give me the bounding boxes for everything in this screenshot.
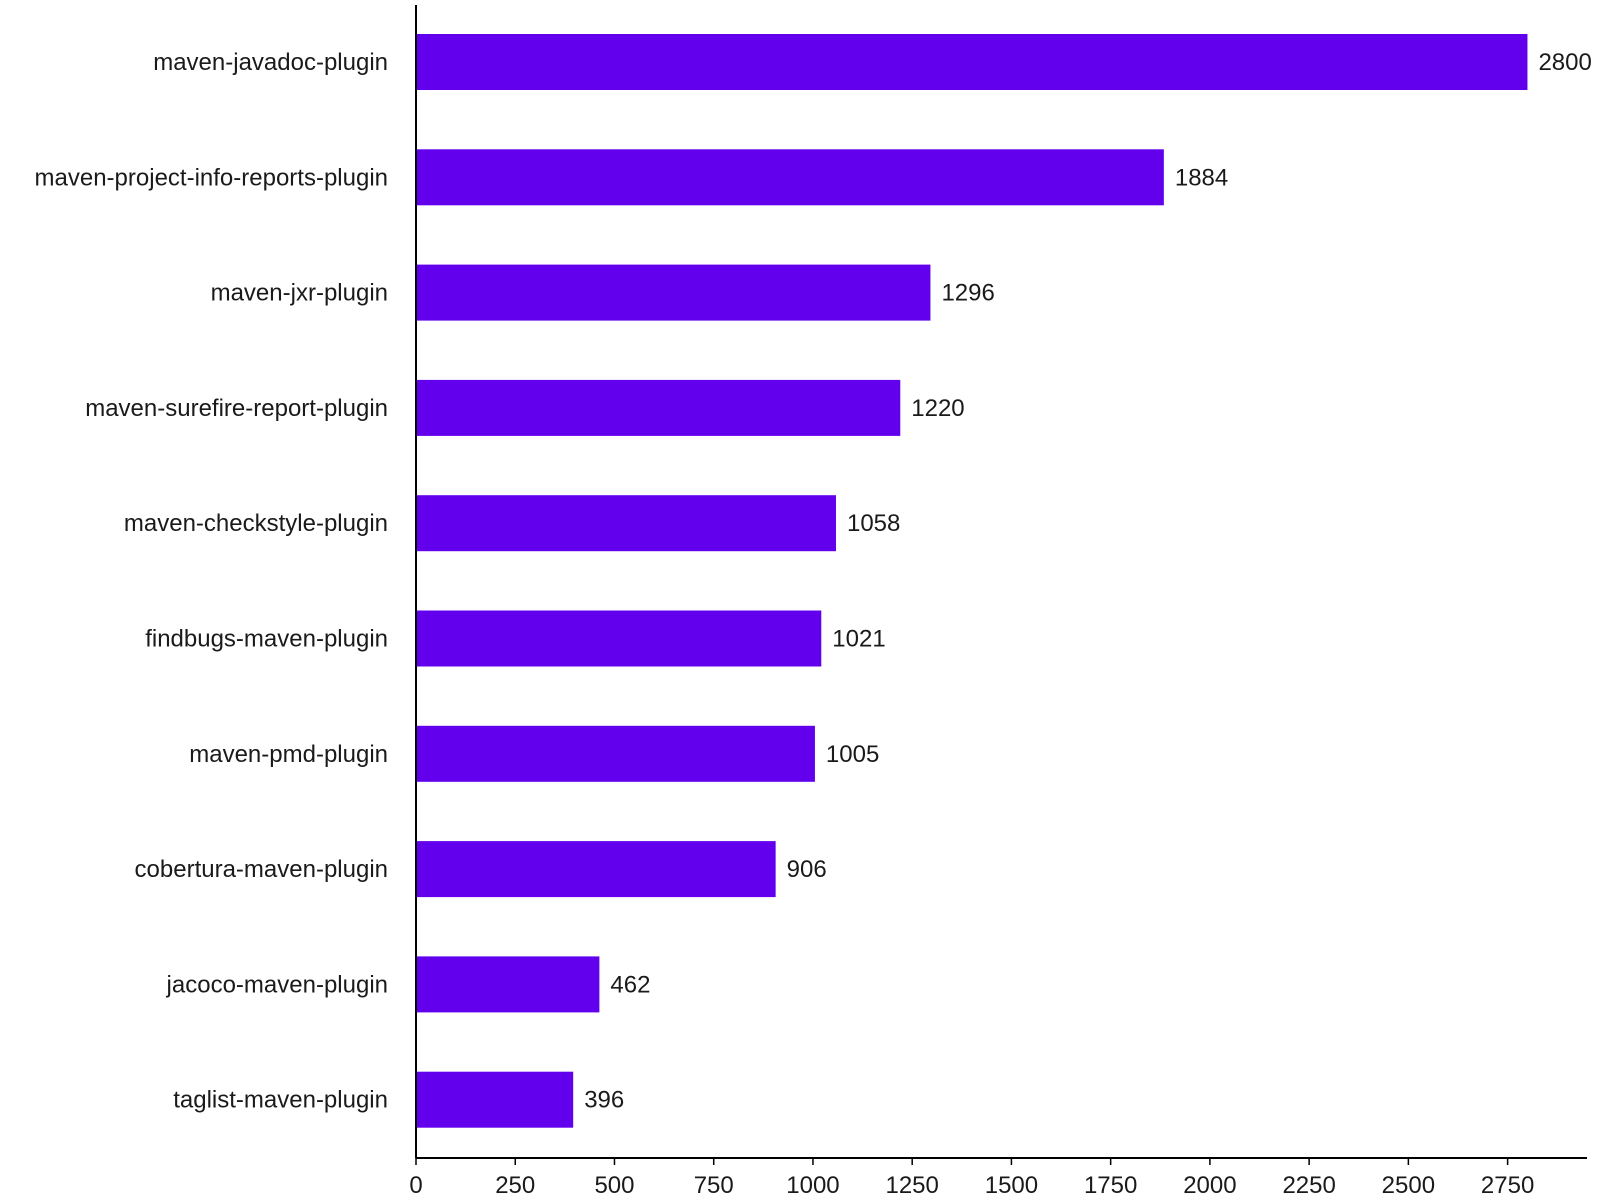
category-label: maven-project-info-reports-plugin xyxy=(35,164,388,191)
category-label: maven-checkstyle-plugin xyxy=(124,510,388,537)
x-tick-label: 1250 xyxy=(885,1172,938,1199)
x-tick-label: 2000 xyxy=(1183,1172,1236,1199)
x-tick-label: 1000 xyxy=(786,1172,839,1199)
category-label: findbugs-maven-plugin xyxy=(145,626,388,653)
bar-findbugs-maven-plugin xyxy=(416,610,822,667)
value-label: 1021 xyxy=(832,626,885,653)
value-label: 1005 xyxy=(826,741,879,768)
bar-cobertura-maven-plugin xyxy=(416,841,776,898)
bar-maven-pmd-plugin xyxy=(416,725,815,782)
category-label: cobertura-maven-plugin xyxy=(135,856,388,883)
bar-maven-jxr-plugin xyxy=(416,264,931,321)
x-axis: 0 250 500 750 1000 1250 1500 1750 2000 2250 2500 27… xyxy=(409,1157,1587,1199)
category-label: maven-jxr-plugin xyxy=(211,280,388,307)
x-tick-label: 500 xyxy=(594,1172,634,1199)
bars-layer xyxy=(416,34,1528,1128)
x-tick-label: 1750 xyxy=(1084,1172,1137,1199)
bar-maven-javadoc-plugin xyxy=(416,34,1528,90)
value-label: 396 xyxy=(584,1087,624,1114)
x-tick-label: 0 xyxy=(409,1172,422,1199)
category-label: maven-surefire-report-plugin xyxy=(85,395,388,422)
x-tick-label: 750 xyxy=(694,1172,734,1199)
value-label: 462 xyxy=(610,971,650,998)
x-tick-label: 2750 xyxy=(1481,1172,1534,1199)
bar-maven-checkstyle-plugin xyxy=(416,495,836,552)
bar-jacoco-maven-plugin xyxy=(416,956,600,1013)
value-label: 2800 xyxy=(1538,49,1591,76)
value-label: 906 xyxy=(787,856,827,883)
bar-maven-surefire-report-plugin xyxy=(416,379,901,436)
bar-maven-project-info-reports-plugin xyxy=(416,149,1164,206)
x-tick-label: 2500 xyxy=(1382,1172,1435,1199)
category-label: taglist-maven-plugin xyxy=(173,1087,388,1114)
category-label: maven-pmd-plugin xyxy=(189,741,388,768)
value-label: 1884 xyxy=(1175,164,1228,191)
value-label: 1220 xyxy=(911,395,964,422)
value-labels: 2800 1884 1296 1220 1058 1021 1005 906 462 396 xyxy=(584,49,1592,1114)
category-label: jacoco-maven-plugin xyxy=(166,971,388,998)
category-label: maven-javadoc-plugin xyxy=(153,49,388,76)
x-tick-label: 250 xyxy=(495,1172,535,1199)
category-labels: maven-javadoc-plugin maven-project-info-r… xyxy=(35,49,388,1114)
x-tick-label: 2250 xyxy=(1282,1172,1335,1199)
x-tick-label: 1500 xyxy=(985,1172,1038,1199)
bar-taglist-maven-plugin xyxy=(416,1071,574,1128)
value-label: 1296 xyxy=(941,280,994,307)
value-label: 1058 xyxy=(847,510,900,537)
